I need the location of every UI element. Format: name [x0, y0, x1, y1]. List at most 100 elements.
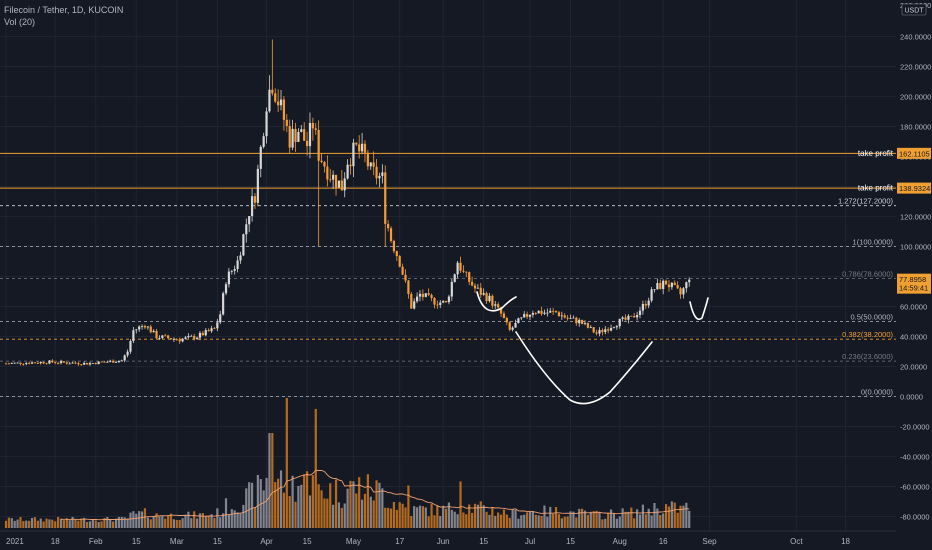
candle-body [514, 322, 517, 328]
candle-body [349, 164, 352, 167]
candle-body [647, 300, 650, 306]
volume-bar [129, 512, 132, 528]
volume-bar [193, 511, 196, 528]
volume-bar [62, 520, 65, 528]
volume-bar [688, 510, 691, 528]
candle-body [482, 293, 485, 295]
take-profit-price-label: 138.9324 [899, 184, 930, 193]
volume-bar [178, 519, 181, 528]
candle-body [479, 287, 482, 295]
candle-body [664, 280, 668, 285]
volume-bar [578, 508, 581, 528]
small-cup-drawing [476, 291, 517, 312]
candle-body [604, 329, 607, 333]
candle-body [491, 295, 494, 306]
candle-body [33, 362, 37, 364]
volume-bar [4, 520, 8, 528]
volume-bar [88, 521, 92, 528]
volume-bar [543, 505, 546, 528]
volume-bar [334, 479, 338, 528]
candle-body [30, 362, 34, 364]
volume-bar [473, 503, 477, 528]
candle-body [10, 363, 13, 364]
fib-level-label: 1.272(127.2000) [838, 197, 894, 206]
price-tick-label: 240.0000 [900, 33, 931, 42]
candle-body [343, 178, 346, 191]
candle-body [143, 325, 147, 328]
candle-body [465, 271, 468, 273]
volume-bar [201, 513, 204, 528]
candle-body [688, 279, 691, 283]
volume-bar [314, 408, 317, 528]
candle-body [326, 166, 329, 180]
candle-body [279, 99, 283, 106]
candle-body [636, 314, 639, 318]
volume-bar [375, 480, 378, 528]
candle-body [630, 315, 633, 317]
volume-bar [604, 518, 607, 528]
candle-body [557, 312, 561, 317]
candle-body [126, 351, 129, 356]
volume-bar [83, 517, 86, 528]
volume-bar [531, 510, 534, 528]
volume-bar [505, 514, 508, 528]
volume-bar [33, 517, 37, 528]
candle-body [372, 162, 375, 167]
volume-bar [549, 506, 552, 528]
candle-body [618, 318, 621, 327]
price-tick-label: 200.0000 [900, 93, 931, 102]
volume-bar [401, 503, 404, 528]
candle-body [398, 256, 401, 267]
take-profit-label: take profit [858, 184, 894, 193]
candle-body [447, 296, 451, 303]
handle-drawing [689, 297, 709, 321]
candle-body [39, 361, 42, 364]
volume-bar [581, 508, 584, 528]
volume-bar [497, 512, 500, 528]
take-profit-price-tag [897, 147, 931, 159]
volume-bar [563, 516, 566, 528]
candle-body [363, 143, 367, 153]
volume-bar [601, 519, 604, 528]
volume-bar [265, 477, 268, 528]
volume-bar [528, 511, 532, 528]
volume-bar [132, 511, 135, 528]
candle-body [685, 282, 688, 289]
candle-body [88, 363, 92, 365]
volume-bar [224, 498, 228, 528]
price-tick-label: -60.0000 [900, 483, 930, 492]
time-tick-label: Jun [437, 537, 450, 546]
price-axis: 240.0000220.0000200.0000180.0000160.0000… [896, 0, 932, 550]
price-tick-label: 120.0000 [900, 213, 931, 222]
volume-bar [256, 474, 259, 528]
candle-body [45, 363, 48, 365]
candle-body [502, 313, 506, 319]
price-tick-label: 0.0000 [900, 393, 923, 402]
volume-bar [343, 503, 346, 528]
candle-body [682, 288, 685, 295]
candle-body [410, 294, 413, 309]
volume-bar [187, 511, 190, 528]
volume-bar [271, 432, 274, 528]
price-tick-label: 100.0000 [900, 243, 931, 252]
candle-body [546, 312, 549, 314]
candle-body [384, 172, 387, 224]
candle-body [74, 362, 77, 364]
candle-body [22, 363, 25, 365]
candle-body [433, 298, 436, 305]
volume-bar [222, 513, 225, 528]
candle-body [415, 296, 419, 302]
volume-ma-line [61, 469, 690, 521]
volume-bar [253, 507, 257, 528]
volume-bar [285, 398, 288, 528]
volume-bar [676, 512, 679, 528]
price-tick-label: -20.0000 [900, 423, 930, 432]
volume-bar [685, 502, 688, 528]
candle-body [28, 363, 31, 364]
volume-bar [239, 513, 242, 528]
time-tick-label: Mar [170, 537, 184, 546]
volume-bar [7, 517, 10, 528]
volume-bar [470, 512, 474, 528]
